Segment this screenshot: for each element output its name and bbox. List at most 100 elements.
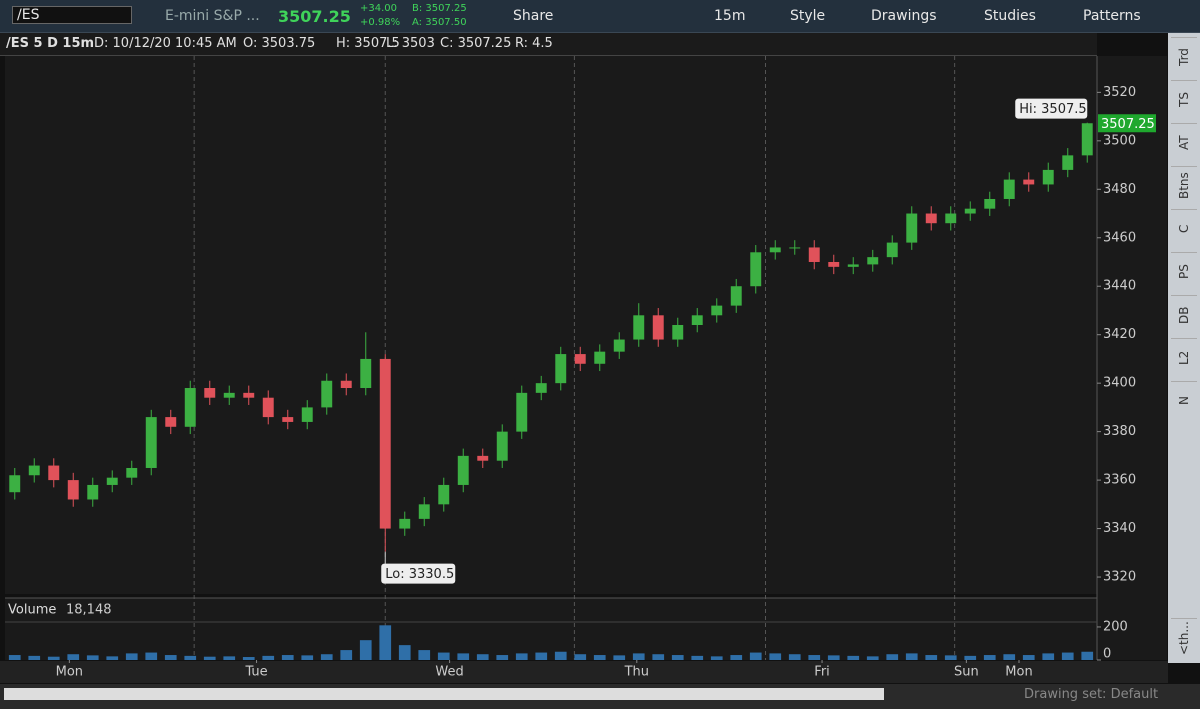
side-tab[interactable]: DB [1171, 295, 1197, 334]
candle-body [243, 392, 255, 398]
volume-bar [710, 656, 723, 660]
volume-bar [1003, 654, 1016, 660]
candle-body [184, 388, 196, 427]
candle-body [828, 261, 840, 267]
low-label: Lo: 3330.5 [385, 567, 454, 582]
volume-bar [398, 645, 411, 660]
candle-body [945, 213, 957, 224]
candle-body [711, 305, 723, 316]
side-tab[interactable]: L2 [1171, 338, 1197, 377]
side-tab[interactable]: Trd [1171, 37, 1197, 76]
candle-body [516, 392, 528, 432]
volume-bar [1042, 653, 1055, 660]
volume-bar [184, 655, 197, 660]
volume-bar [593, 655, 606, 660]
high-label: Hi: 3507.5 [1019, 102, 1086, 117]
candle-body [613, 339, 625, 352]
volume-bar [1061, 652, 1074, 660]
side-tab[interactable]: <th... [1171, 618, 1197, 657]
candle-body [789, 247, 801, 249]
candle-body [301, 407, 313, 422]
style-button[interactable]: Style [790, 8, 826, 24]
volume-tick-label: 200 [1103, 619, 1128, 634]
x-axis-bg [0, 661, 1168, 683]
candle-body [594, 351, 606, 364]
side-tab[interactable]: PS [1171, 252, 1197, 291]
scrollbar[interactable] [4, 688, 884, 700]
info-bar: /ES 5 D 15m D: 10/12/20 10:45 AM O: 3503… [0, 33, 1097, 56]
volume-bar [320, 654, 333, 660]
candle-body [145, 417, 157, 468]
last-price: 3507.25 [278, 7, 351, 26]
volume-tick-label: 0 [1103, 647, 1111, 662]
candle-body [477, 455, 489, 461]
volume-bar [652, 654, 665, 660]
volume-bar [730, 655, 743, 660]
volume-bar [788, 654, 801, 660]
candle-body [633, 315, 645, 340]
drawings-button[interactable]: Drawings [871, 8, 937, 24]
volume-bar [340, 650, 353, 660]
x-tick-label: Sun [954, 665, 979, 680]
high-label-box [1015, 98, 1088, 119]
change: +34.00 [360, 3, 398, 14]
x-tick-label: Fri [814, 665, 830, 680]
y-tick-label: 3380 [1103, 424, 1136, 439]
candle-body [691, 315, 703, 325]
volume-bar [944, 655, 957, 660]
volume-bar [457, 653, 470, 660]
side-tab[interactable]: AT [1171, 123, 1197, 162]
volume-last: 18,148 [66, 603, 112, 618]
volume-bar [86, 655, 99, 660]
status-bar: Drawing set: Default [0, 684, 1200, 709]
candle-body [457, 455, 469, 485]
candle-body [223, 392, 235, 398]
volume-bar [47, 656, 60, 660]
volume-bar [301, 655, 314, 660]
volume-bar [808, 655, 821, 660]
timeframe-button[interactable]: 15m [714, 8, 746, 24]
candle-body [672, 325, 684, 340]
patterns-button[interactable]: Patterns [1083, 8, 1141, 24]
side-tab[interactable]: C [1171, 209, 1197, 248]
x-tick-label: Wed [435, 665, 463, 680]
y-tick-label: 3500 [1103, 133, 1136, 148]
volume-bar [8, 655, 21, 660]
volume-bar [574, 654, 587, 660]
symbol-box[interactable]: /ES [12, 6, 132, 24]
candle-body [67, 480, 79, 500]
drawing-set[interactable]: Drawing set: Default [1024, 687, 1159, 702]
volume-bar [106, 656, 119, 660]
side-tab[interactable]: Btns [1171, 166, 1197, 205]
last-price-label: 3507.25 [1101, 117, 1155, 132]
volume-bar [515, 653, 528, 660]
volume-title: Volume [8, 603, 56, 618]
candle-body [165, 417, 177, 427]
candle-body [808, 247, 820, 262]
info: /ES 5 D 15m [6, 36, 95, 51]
x-tick-label: Thu [624, 665, 649, 680]
x-tick-label: Mon [1005, 665, 1032, 680]
side-tab[interactable]: TS [1171, 80, 1197, 119]
volume-bar [164, 655, 177, 660]
candle-body [886, 242, 898, 258]
x-tick-label: Mon [56, 665, 83, 680]
candle-body [438, 484, 450, 505]
candle-body [984, 198, 996, 209]
candle-body [340, 380, 352, 389]
volume-bar [964, 655, 977, 660]
volume-bar [554, 651, 567, 660]
volume-bar [866, 656, 879, 660]
candle-body [750, 252, 762, 287]
volume-bar [496, 655, 509, 660]
side-tab[interactable]: N [1171, 381, 1197, 420]
share-button[interactable]: Share [513, 8, 554, 24]
volume-bar [145, 652, 158, 660]
y-tick-label: 3400 [1103, 376, 1136, 391]
volume-bar [437, 652, 450, 660]
studies-button[interactable]: Studies [984, 8, 1036, 24]
y-tick-label: 3440 [1103, 279, 1136, 294]
candle-body [555, 354, 567, 384]
last-price-box [1098, 114, 1156, 133]
